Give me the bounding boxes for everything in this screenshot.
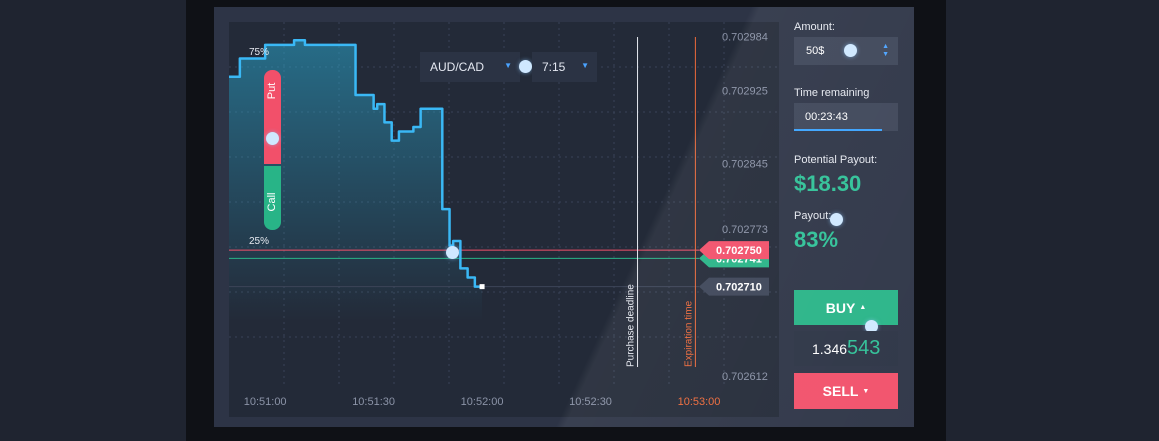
put-bar[interactable]: Put xyxy=(264,70,281,164)
time-remaining-progress xyxy=(794,129,883,131)
put-label: Put xyxy=(266,82,278,100)
price-tag-shape xyxy=(699,241,769,260)
price-tag-shape xyxy=(699,277,769,296)
amount-input[interactable]: 50$ ▲ ▼ xyxy=(794,37,898,65)
price-suffix: 543 xyxy=(847,337,881,359)
asset-select[interactable]: AUD/CAD ▼ xyxy=(420,52,520,82)
buy-label: BUY xyxy=(825,299,856,316)
chevron-down-icon: ▼ xyxy=(504,61,512,70)
amount-handle[interactable] xyxy=(844,44,857,57)
arrow-down-icon: ▼ xyxy=(862,387,870,395)
call-bar[interactable]: Call xyxy=(264,166,281,230)
price-tag: 0.702710 xyxy=(699,277,769,296)
time-markers: Purchase deadline Expiration time xyxy=(626,37,696,367)
chart-cursor-handle[interactable] xyxy=(446,246,459,259)
time-remaining-value: 00:23:43 xyxy=(805,111,848,123)
y-tick-label: 0.702984 xyxy=(722,32,768,44)
call-percent: 25% xyxy=(249,236,270,247)
x-tick-label: 10:51:00 xyxy=(244,396,287,408)
potential-payout-label: Potential Payout: xyxy=(794,154,878,166)
time-remaining-box: 00:23:43 xyxy=(794,103,898,131)
potential-payout-value: $18.30 xyxy=(794,171,862,196)
put-call-slider[interactable]: Put Call xyxy=(264,70,281,230)
call-label: Call xyxy=(266,192,278,212)
last-price-point xyxy=(479,284,485,290)
x-tick-label: 10:52:30 xyxy=(569,396,612,408)
price-tag: 0.702750 xyxy=(699,241,769,260)
asset-select-handle[interactable] xyxy=(519,60,532,73)
y-tick-label: 0.702612 xyxy=(722,371,768,383)
current-price: 1.346 543 xyxy=(794,331,898,366)
time-marker-label: Expiration time xyxy=(683,300,694,367)
y-axis-ticks: 0.702984 0.702925 0.702845 0.702773 0.702612 xyxy=(722,32,768,383)
time-remaining-label: Time remaining xyxy=(794,87,870,99)
timeframe-select[interactable]: 7:15 ▼ xyxy=(532,52,597,82)
x-axis-ticks: 10:51:00 10:51:30 10:52:00 10:52:30 10:53:00 xyxy=(244,396,721,408)
amount-value: 50$ xyxy=(806,45,825,57)
trading-screen: Purchase deadline Expiration time 0.70298… xyxy=(214,7,914,427)
payout-handle[interactable] xyxy=(830,213,843,226)
arrow-up-icon: ▲ xyxy=(859,304,867,311)
asset-select-value: AUD/CAD xyxy=(430,60,485,74)
y-tick-label: 0.702845 xyxy=(722,158,768,170)
price-prefix: 1.346 xyxy=(812,340,848,357)
sell-label: SELL xyxy=(822,383,859,399)
payout-label: Payout: xyxy=(794,210,832,222)
price-lines xyxy=(229,249,699,288)
chart-panel[interactable]: Purchase deadline Expiration time 0.70298… xyxy=(229,22,779,417)
amount-label: Amount: xyxy=(794,21,835,33)
price-area-fill xyxy=(229,40,483,322)
put-percent: 75% xyxy=(249,47,270,58)
price-tag-label: 0.702710 xyxy=(716,282,762,294)
sell-button[interactable]: SELL ▼ xyxy=(794,373,898,409)
x-tick-label: 10:51:30 xyxy=(352,396,395,408)
put-call-handle[interactable] xyxy=(266,132,279,145)
price-line xyxy=(229,39,483,288)
x-tick-label: 10:52:00 xyxy=(461,396,504,408)
price-chart[interactable]: Purchase deadline Expiration time 0.70298… xyxy=(229,22,779,417)
buy-handle[interactable] xyxy=(865,320,878,333)
x-tick-label: 10:53:00 xyxy=(678,396,721,408)
price-tag-label: 0.702750 xyxy=(716,245,762,257)
y-tick-label: 0.702925 xyxy=(722,85,768,97)
chevron-down-icon: ▼ xyxy=(581,61,589,70)
timeframe-select-value: 7:15 xyxy=(542,60,566,74)
payout-value: 83% xyxy=(794,227,839,252)
stepper-icon[interactable]: ▲ ▼ xyxy=(882,43,889,58)
y-tick-label: 0.702773 xyxy=(722,224,768,236)
time-marker-label: Purchase deadline xyxy=(626,284,637,367)
buy-button[interactable]: BUY ▲ xyxy=(794,290,898,325)
